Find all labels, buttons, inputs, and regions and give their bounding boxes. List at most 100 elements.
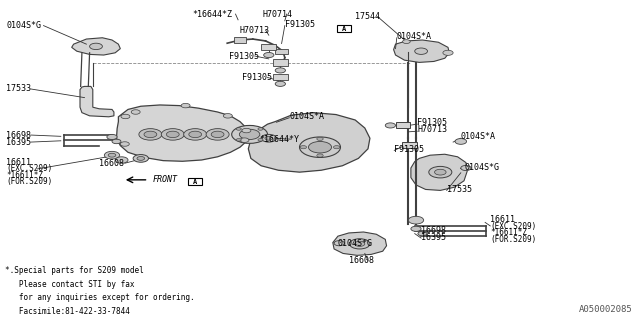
Text: H70713: H70713 (240, 26, 270, 35)
Circle shape (90, 43, 102, 50)
Text: FRONT: FRONT (152, 175, 177, 184)
Circle shape (131, 110, 140, 114)
Circle shape (133, 155, 148, 162)
Circle shape (232, 125, 268, 143)
Text: *16611*Z: *16611*Z (6, 171, 44, 180)
Text: 0104S*G: 0104S*G (337, 239, 372, 248)
Circle shape (104, 151, 120, 159)
Text: F91305: F91305 (229, 52, 259, 60)
Circle shape (115, 157, 128, 163)
Text: 17535: 17535 (447, 185, 472, 194)
Circle shape (415, 48, 428, 54)
Circle shape (144, 131, 157, 138)
Circle shape (355, 241, 365, 246)
Text: *16644*Y: *16644*Y (259, 135, 300, 144)
Circle shape (265, 136, 273, 140)
Circle shape (385, 123, 396, 128)
Text: 16608: 16608 (99, 159, 124, 168)
Circle shape (206, 129, 229, 140)
Text: H70713: H70713 (417, 125, 447, 134)
Text: (EXC.S209): (EXC.S209) (6, 164, 52, 173)
Circle shape (258, 139, 263, 141)
Circle shape (300, 137, 340, 157)
Text: (FOR.S209): (FOR.S209) (490, 235, 536, 244)
Circle shape (275, 68, 285, 73)
Circle shape (333, 146, 340, 149)
Text: F91305: F91305 (417, 118, 447, 127)
Polygon shape (394, 40, 449, 62)
Text: 0104S*G: 0104S*G (465, 163, 500, 172)
Circle shape (461, 165, 471, 171)
Circle shape (236, 128, 241, 130)
Circle shape (258, 128, 263, 130)
Circle shape (239, 129, 260, 140)
Text: 16395: 16395 (421, 233, 446, 242)
Text: (FOR.S209): (FOR.S209) (6, 177, 52, 186)
Text: *.Special parts for S209 model: *.Special parts for S209 model (5, 266, 144, 275)
Circle shape (120, 142, 129, 146)
Text: 0104S*A: 0104S*A (397, 32, 432, 41)
Text: for any inquiries except for ordering.: for any inquiries except for ordering. (5, 293, 195, 302)
Circle shape (275, 81, 285, 86)
Circle shape (300, 146, 307, 149)
Circle shape (181, 103, 190, 108)
Text: F91305: F91305 (285, 20, 315, 29)
Circle shape (184, 129, 207, 140)
Circle shape (317, 154, 323, 157)
Bar (234, 37, 246, 43)
Polygon shape (333, 232, 387, 255)
Circle shape (411, 226, 421, 231)
Text: 17544: 17544 (355, 12, 380, 21)
Circle shape (108, 153, 116, 157)
Circle shape (161, 129, 184, 140)
Text: *16644*Z: *16644*Z (192, 10, 232, 19)
Circle shape (403, 40, 410, 44)
Text: 16608: 16608 (349, 256, 374, 265)
Polygon shape (80, 86, 114, 117)
Text: (EXC.S209): (EXC.S209) (490, 222, 536, 231)
Circle shape (112, 139, 121, 144)
Circle shape (429, 166, 452, 178)
Circle shape (240, 138, 249, 142)
Circle shape (121, 114, 130, 119)
Circle shape (242, 128, 251, 133)
Circle shape (261, 134, 276, 142)
Bar (273, 74, 288, 80)
Text: 17533: 17533 (6, 84, 31, 93)
Circle shape (236, 139, 241, 141)
Polygon shape (248, 113, 370, 172)
Bar (261, 44, 276, 50)
Circle shape (107, 134, 117, 140)
Circle shape (264, 52, 274, 58)
Circle shape (166, 131, 179, 138)
Text: F91305: F91305 (394, 145, 424, 154)
Text: A: A (193, 179, 197, 185)
Circle shape (455, 139, 467, 144)
Bar (273, 59, 288, 66)
Text: 16611: 16611 (490, 215, 515, 224)
Circle shape (317, 137, 323, 140)
Text: 16698: 16698 (421, 226, 446, 235)
Text: 16698: 16698 (6, 131, 31, 140)
Text: H70714: H70714 (262, 10, 292, 19)
Bar (402, 142, 417, 148)
Circle shape (435, 169, 446, 175)
FancyBboxPatch shape (188, 178, 202, 185)
Text: 0104S*A: 0104S*A (461, 132, 496, 141)
Polygon shape (72, 38, 120, 55)
Text: 16395: 16395 (6, 138, 31, 147)
Circle shape (139, 129, 162, 140)
Circle shape (189, 131, 202, 138)
Bar (275, 49, 288, 54)
Text: 0104S*A: 0104S*A (289, 112, 324, 121)
Text: A: A (342, 26, 346, 32)
Text: 0104S*G: 0104S*G (6, 21, 42, 30)
Circle shape (334, 241, 344, 246)
FancyBboxPatch shape (337, 25, 351, 32)
Circle shape (443, 50, 453, 55)
Text: A050002085: A050002085 (579, 305, 632, 314)
Circle shape (349, 239, 370, 249)
Text: 16611: 16611 (6, 158, 31, 167)
Circle shape (418, 231, 427, 236)
Circle shape (223, 114, 232, 118)
